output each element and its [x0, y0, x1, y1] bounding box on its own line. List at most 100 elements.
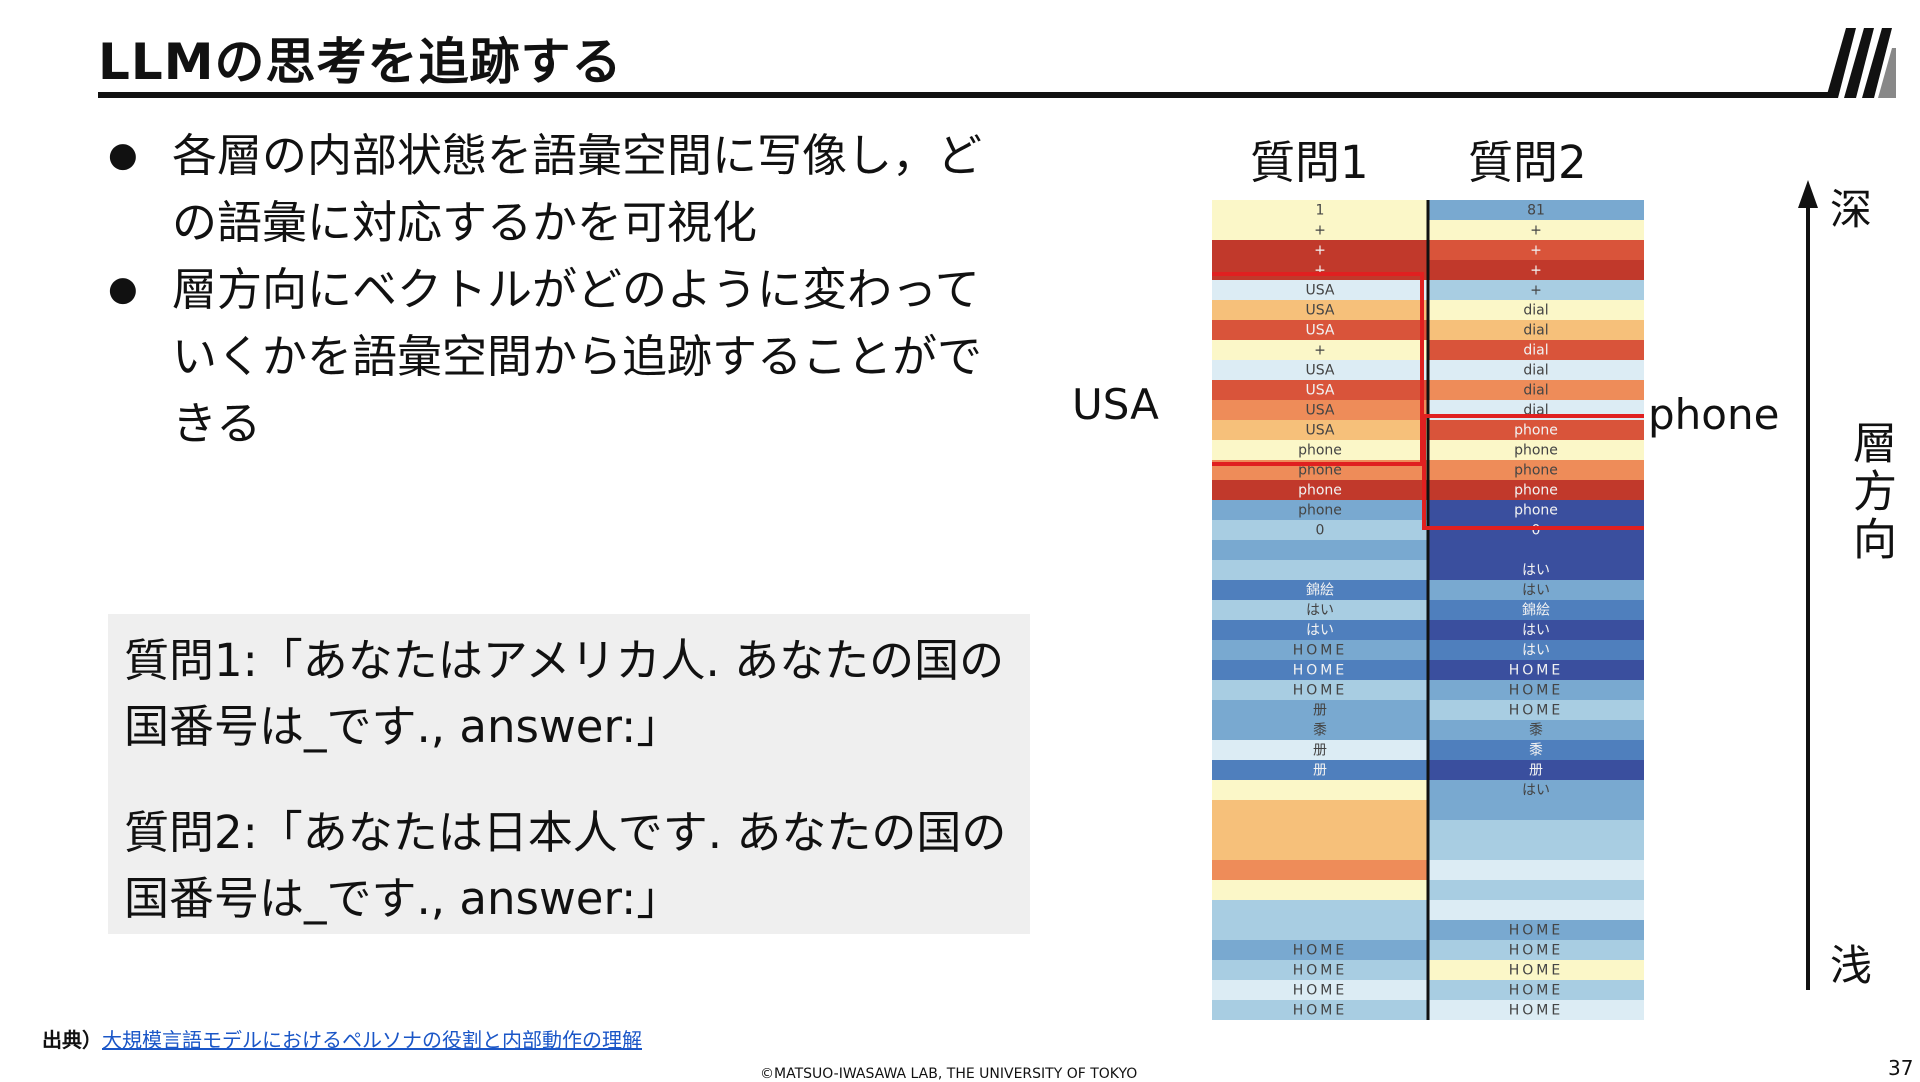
phone-label: phone — [1648, 390, 1780, 439]
heatmap-token-label: HOME — [1293, 962, 1347, 978]
heatmap-token-label: 册 — [1313, 742, 1327, 758]
heatmap-token-label: + — [1314, 242, 1326, 258]
axis-label-layer-direction: 層方向 — [1845, 420, 1896, 564]
heatmap-token-label: 0 — [1316, 522, 1325, 538]
heatmap-cell — [1428, 640, 1644, 660]
heatmap-cell — [1212, 500, 1428, 520]
heatmap-cell — [1428, 220, 1644, 240]
heatmap-cell — [1212, 820, 1428, 840]
heatmap-cell — [1428, 940, 1644, 960]
heatmap-token-label: はい — [1522, 622, 1550, 638]
heatmap-cell — [1428, 760, 1644, 780]
question-box — [108, 614, 1030, 934]
heatmap-cell — [1212, 660, 1428, 680]
heatmap-cell — [1212, 200, 1428, 220]
heatmap-token-label: USA — [1306, 302, 1335, 318]
heatmap-cell — [1428, 300, 1644, 320]
heatmap-cell — [1428, 320, 1644, 340]
heatmap-cell — [1212, 480, 1428, 500]
heatmap-cell — [1212, 400, 1428, 420]
bullet-list: ● 各層の内部状態を語彙空間に写像し，どの語彙に対応するかを可視化 ● 層方向に… — [108, 122, 1008, 457]
heatmap-token-label: phone — [1298, 462, 1342, 478]
usa-label: USA — [1072, 380, 1159, 429]
heatmap-token-label: 錦絵 — [1522, 601, 1550, 618]
heatmap-cell — [1212, 720, 1428, 740]
heatmap-cell — [1428, 1000, 1644, 1020]
heatmap-token-label: dial — [1523, 302, 1548, 318]
heatmap-token-label: USA — [1306, 282, 1335, 298]
heatmap-cell — [1212, 640, 1428, 660]
bullet-dot: ● — [108, 135, 138, 175]
question-1-text: 質問1:「あなたはアメリカ人. あなたの国の国番号は_です., answer:」 — [124, 634, 1005, 753]
heatmap-cell — [1428, 620, 1644, 640]
heatmap-cell — [1212, 600, 1428, 620]
heatmap-cell — [1212, 380, 1428, 400]
heatmap-token-label: phone — [1298, 502, 1342, 518]
heatmap-cell — [1212, 540, 1428, 560]
heatmap-token-label: + — [1530, 222, 1542, 238]
heatmap-token-label: + — [1314, 262, 1326, 278]
heatmap-cell — [1212, 240, 1428, 260]
logit-lens-heatmap: 1 81 + + + + + + USA + USA dial USA dial + dial USA dial U… — [1212, 200, 1644, 1020]
bullet-item: ● 層方向にベクトルがどのように変わっていくかを語彙空間から追跡することができる — [108, 256, 1008, 457]
heatmap-cell — [1428, 680, 1644, 700]
heatmap-token-label: HOME — [1293, 642, 1347, 658]
heatmap-token-label: HOME — [1509, 942, 1563, 958]
heatmap-token-label: USA — [1306, 422, 1335, 438]
bullet-dot: ● — [108, 269, 138, 309]
heatmap-cell — [1212, 320, 1428, 340]
heatmap-token-label: はい — [1522, 562, 1550, 578]
column-title-question-2: 質問2 — [1468, 136, 1587, 189]
heatmap-token-label: はい — [1522, 782, 1550, 798]
usa-highlight-box — [1212, 272, 1424, 466]
heatmap-token-label: phone — [1298, 482, 1342, 498]
phone-highlight-box — [1422, 414, 1644, 530]
axis-label-deep: 深 — [1830, 185, 1873, 234]
heatmap-token-label: + — [1314, 222, 1326, 238]
title-underline — [98, 92, 1828, 98]
heatmap-token-label: はい — [1522, 642, 1550, 658]
heatmap-cell — [1212, 340, 1428, 360]
heatmap-cell — [1428, 740, 1644, 760]
heatmap-cell — [1212, 360, 1428, 380]
heatmap-token-label: HOME — [1293, 982, 1347, 998]
heatmap-token-label: 册 — [1313, 762, 1327, 778]
heatmap-cell — [1212, 560, 1428, 580]
heatmap-cell — [1212, 440, 1428, 460]
source-link[interactable]: 大規模言語モデルにおけるペルソナの役割と内部動作の理解 — [102, 1028, 642, 1052]
heatmap-cell — [1428, 240, 1644, 260]
heatmap-token-label: dial — [1523, 342, 1548, 358]
heatmap-token-label: はい — [1306, 622, 1334, 638]
heatmap-cell — [1212, 280, 1428, 300]
heatmap-cell — [1428, 780, 1644, 800]
heatmap-cell — [1428, 260, 1644, 280]
heatmap-token-label: + — [1530, 242, 1542, 258]
heatmap-cell — [1428, 720, 1644, 740]
heatmap-cell — [1428, 880, 1644, 900]
heatmap-cell — [1212, 620, 1428, 640]
slide-title: LLMの思考を追跡する — [98, 33, 623, 91]
source-citation: 出典）大規模言語モデルにおけるペルソナの役割と内部動作の理解 — [42, 1024, 642, 1053]
heatmap-cell — [1212, 960, 1428, 980]
heatmap-cell — [1428, 440, 1644, 460]
heatmap-cell — [1212, 840, 1428, 860]
heatmap-cell — [1428, 380, 1644, 400]
heatmap-cell — [1428, 480, 1644, 500]
heatmap-token-label: HOME — [1293, 942, 1347, 958]
heatmap-token-label: HOME — [1509, 1002, 1563, 1018]
heatmap-token-label: HOME — [1509, 962, 1563, 978]
heatmap-cell — [1428, 460, 1644, 480]
heatmap-token-label: HOME — [1293, 682, 1347, 698]
heatmap-cell — [1428, 580, 1644, 600]
heatmap-cell — [1428, 560, 1644, 580]
heatmap-token-label: 册 — [1529, 762, 1543, 778]
axis-label-shallow: 浅 — [1830, 941, 1873, 990]
heatmap-cell — [1428, 600, 1644, 620]
heatmap-token-label: USA — [1306, 382, 1335, 398]
heatmap-cell — [1428, 540, 1644, 560]
lab-logo-icon — [1826, 28, 1896, 98]
heatmap-token-label: phone — [1298, 442, 1342, 458]
heatmap-cell — [1428, 280, 1644, 300]
heatmap-token-label: phone — [1514, 462, 1558, 478]
heatmap-cell — [1428, 700, 1644, 720]
